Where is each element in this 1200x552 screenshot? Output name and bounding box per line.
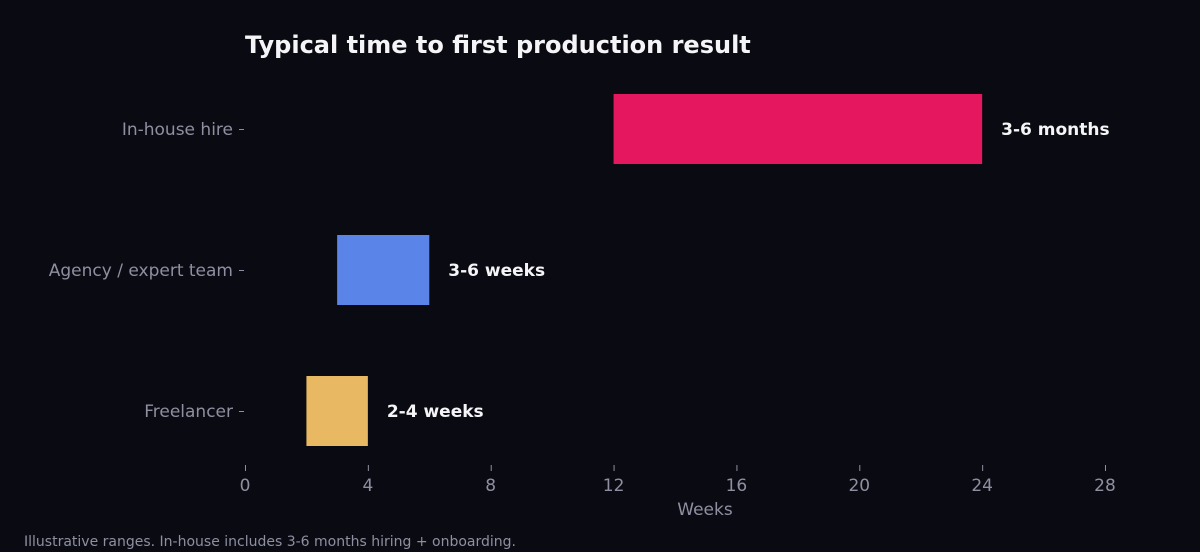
chart-title: Typical time to first production result: [245, 31, 751, 59]
x-tick-label: 12: [603, 476, 625, 496]
category-label: In-house hire: [122, 120, 233, 140]
plot-area: In-house hire Agency / expert team Freelan…: [49, 94, 1116, 496]
x-tick-label: 24: [971, 476, 993, 496]
bar: [613, 94, 983, 164]
bar: [337, 235, 430, 305]
x-tick-label: 28: [1094, 476, 1116, 496]
category-label: Agency / expert team: [49, 261, 233, 281]
bar-value-label: 3-6 months: [1001, 120, 1109, 140]
x-tick-label: 8: [485, 476, 496, 496]
x-axis-label: Weeks: [677, 500, 733, 520]
footnote: Illustrative ranges. In-house includes 3…: [24, 534, 516, 550]
category-label: Freelancer: [144, 402, 233, 422]
x-tick-label: 4: [362, 476, 373, 496]
bar-value-label: 2-4 weeks: [387, 402, 484, 422]
x-tick-label: 16: [726, 476, 748, 496]
x-tick-label: 0: [240, 476, 251, 496]
bar-value-label: 3-6 weeks: [448, 261, 545, 281]
x-tick-label: 20: [848, 476, 870, 496]
bar: [306, 376, 368, 446]
